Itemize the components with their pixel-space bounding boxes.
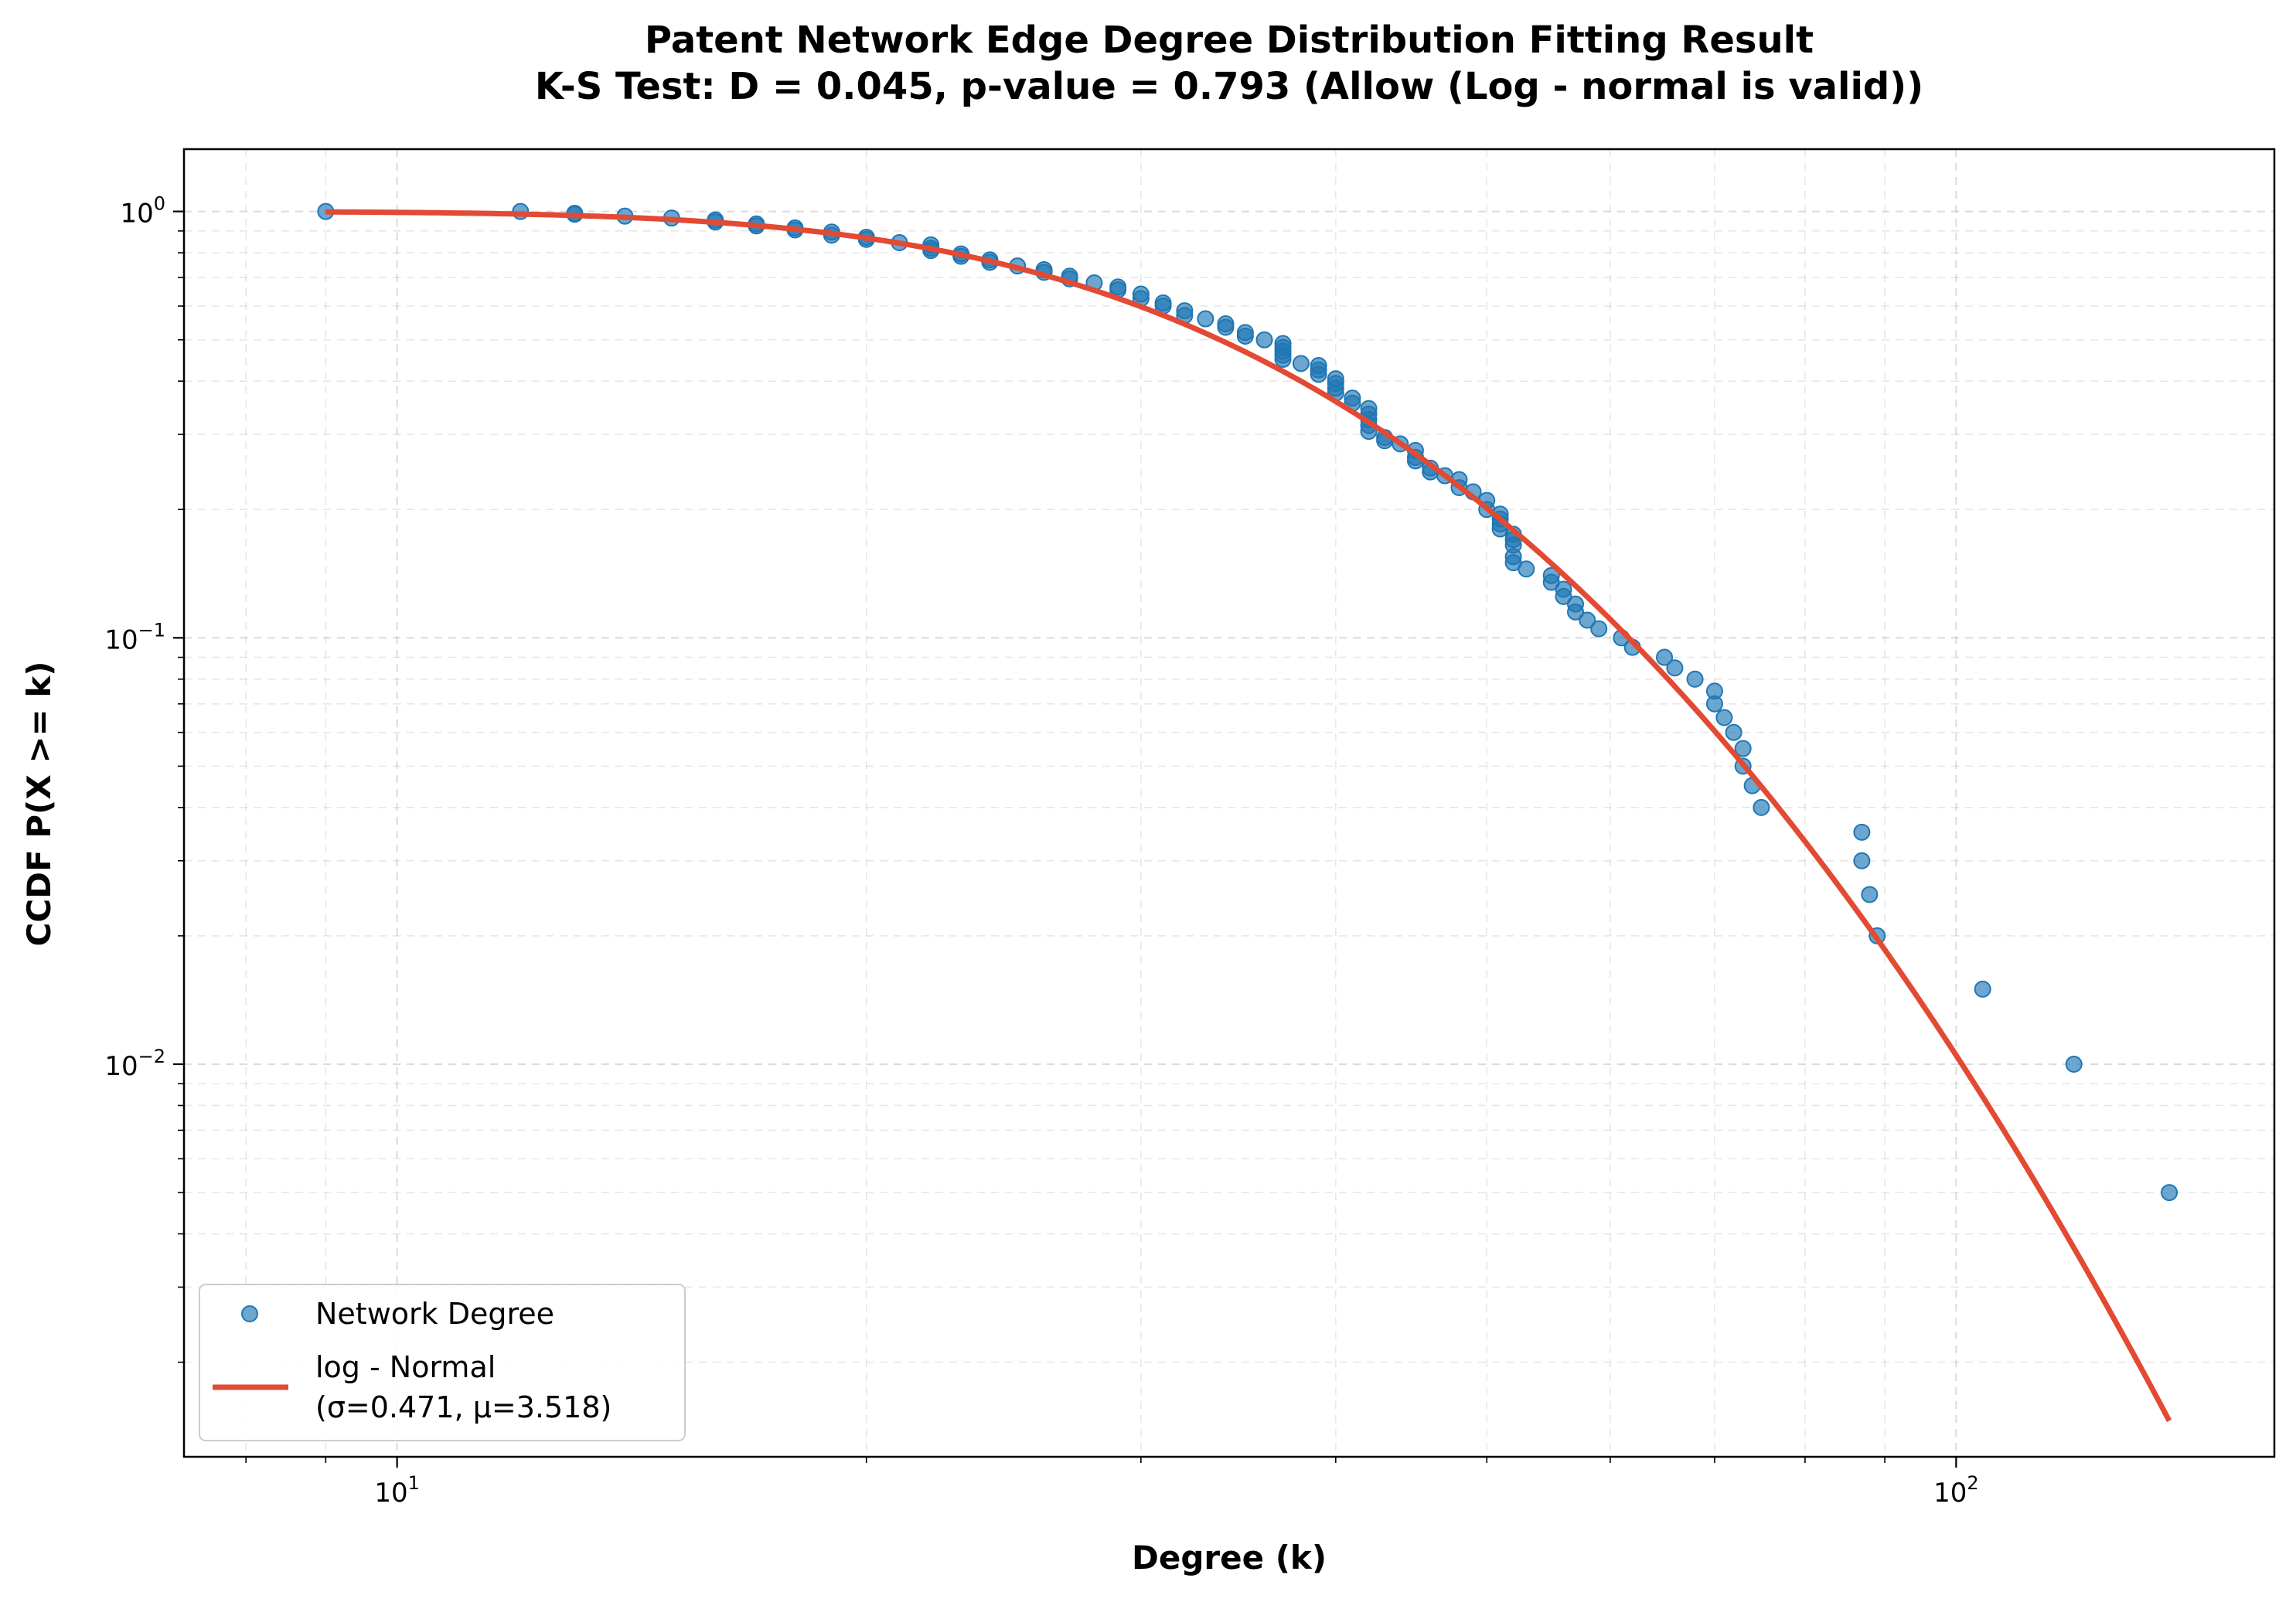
data-point — [1255, 331, 1273, 349]
data-point — [1715, 709, 1733, 726]
data-point — [1197, 310, 1214, 328]
data-point — [1518, 560, 1535, 578]
data-point — [1292, 355, 1310, 373]
grid — [184, 149, 2274, 1457]
data-point — [1705, 695, 1723, 713]
chart-title: Patent Network Edge Degree Distribution … — [645, 19, 1814, 62]
y-tick-label: 100 — [120, 193, 165, 230]
lognormal-fit-line — [325, 209, 2172, 1423]
x-axis-label: Degree (k) — [1132, 1539, 1327, 1577]
legend: Network Degree log - Normal (σ=0.471, μ=… — [199, 1284, 686, 1441]
x-tick-label: 102 — [1933, 1472, 1979, 1509]
data-point — [1567, 603, 1585, 621]
y-tick-label: 10−2 — [104, 1046, 165, 1082]
data-point — [1555, 587, 1572, 605]
data-point — [1725, 723, 1742, 741]
data-point — [2065, 1055, 2083, 1073]
data-point — [1861, 886, 1879, 903]
data-point — [1656, 648, 1674, 666]
data-point — [1590, 620, 1608, 638]
data-point — [1853, 823, 1871, 841]
data-point — [1236, 327, 1254, 345]
axis-ticks: 101 102 100 10−1 10−2 — [104, 193, 1978, 1509]
x-tick-label: 101 — [374, 1472, 420, 1509]
y-axis-label: CCDF P(X >= k) — [20, 662, 58, 947]
legend-label-network-degree: Network Degree — [315, 1297, 554, 1331]
plot-frame — [182, 148, 2276, 1458]
data-point — [1686, 670, 1704, 688]
data-point — [2161, 1184, 2178, 1202]
legend-label-lognormal-params: (σ=0.471, μ=3.518) — [315, 1390, 611, 1424]
data-point — [1753, 798, 1770, 816]
y-tick-label: 10−1 — [104, 619, 165, 655]
legend-scatter-marker — [241, 1305, 258, 1322]
plot-area — [317, 202, 2178, 1423]
data-point — [1579, 611, 1596, 629]
data-point — [1853, 852, 1871, 869]
data-point — [1217, 318, 1235, 336]
data-point — [1734, 740, 1752, 757]
data-point — [1310, 366, 1327, 383]
data-point — [1666, 659, 1684, 677]
legend-label-lognormal: log - Normal — [315, 1350, 496, 1384]
legend-box — [199, 1284, 686, 1441]
data-point — [1974, 980, 1991, 998]
data-point — [1274, 350, 1292, 368]
chart-subtitle: K-S Test: D = 0.045, p-value = 0.793 (Al… — [535, 65, 1923, 108]
